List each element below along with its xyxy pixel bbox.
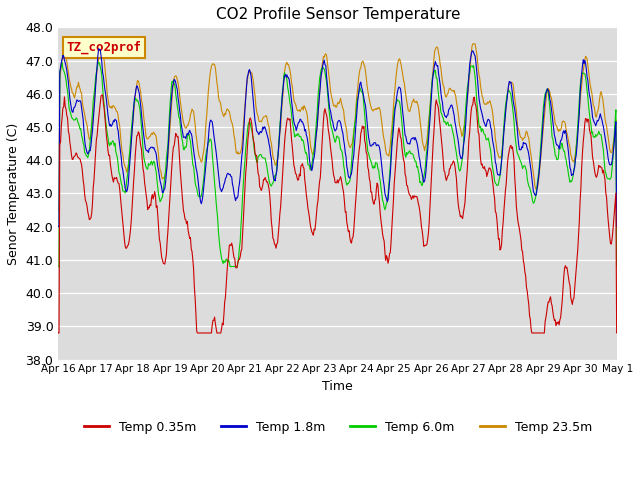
- Title: CO2 Profile Sensor Temperature: CO2 Profile Sensor Temperature: [216, 7, 460, 22]
- Text: TZ_co2prof: TZ_co2prof: [67, 40, 141, 54]
- X-axis label: Time: Time: [323, 380, 353, 393]
- Y-axis label: Senor Temperature (C): Senor Temperature (C): [7, 122, 20, 264]
- Legend: Temp 0.35m, Temp 1.8m, Temp 6.0m, Temp 23.5m: Temp 0.35m, Temp 1.8m, Temp 6.0m, Temp 2…: [79, 416, 597, 439]
